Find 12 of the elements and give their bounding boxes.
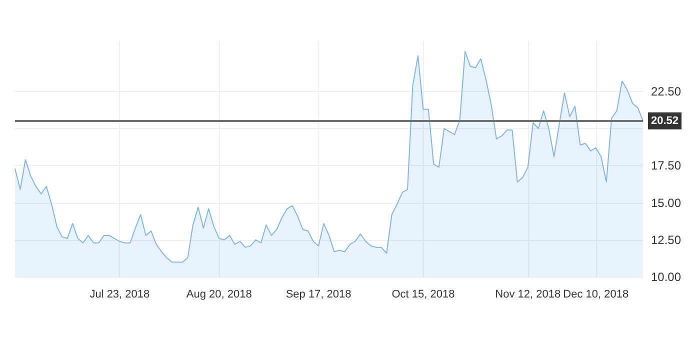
x-tick-label: Nov 12, 2018 [495,288,561,300]
x-tick-label: Dec 10, 2018 [563,288,629,300]
y-tick-label: 12.50 [651,232,682,247]
y-tick-label: 17.50 [651,158,682,173]
y-tick-label: 22.50 [651,84,682,98]
x-tick-label: Aug 20, 2018 [186,288,252,300]
x-tick-label: Oct 15, 2018 [392,288,455,300]
x-tick-label: Jul 23, 2018 [90,288,150,300]
y-tick-label: 15.00 [651,196,682,210]
ref-line-label: 20.52 [651,114,679,127]
y-tick-label: 10.00 [651,270,682,284]
x-tick-label: Sep 17, 2018 [286,288,352,300]
